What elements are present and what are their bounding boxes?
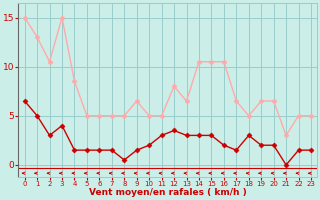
X-axis label: Vent moyen/en rafales ( km/h ): Vent moyen/en rafales ( km/h )	[89, 188, 247, 197]
